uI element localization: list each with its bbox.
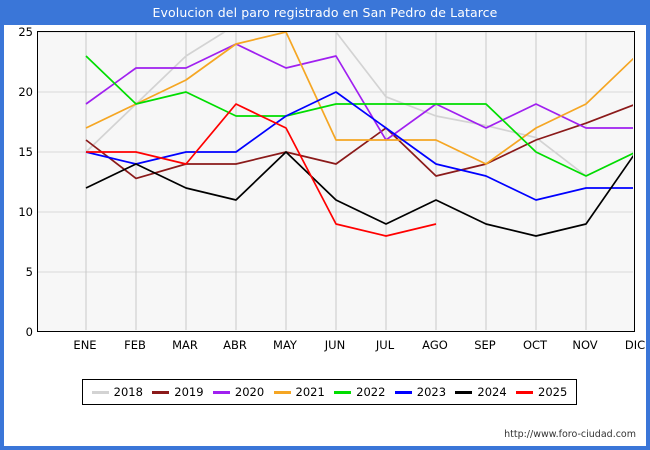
legend-swatch-icon <box>334 390 352 394</box>
legend-item-2021[interactable]: 2021 <box>273 385 325 399</box>
series-line-2024 <box>85 151 633 237</box>
x-axis-tick-label: ABR <box>223 338 247 352</box>
plot-area <box>37 31 635 332</box>
x-axis-tick-label: MAY <box>273 338 297 352</box>
legend-item-2024[interactable]: 2024 <box>455 385 507 399</box>
legend-swatch-icon <box>91 390 109 394</box>
series-line-2019 <box>85 104 633 180</box>
legend-swatch-icon <box>273 390 291 394</box>
window-title: Evolucion del paro registrado en San Ped… <box>152 5 498 20</box>
legend-label: 2025 <box>538 385 568 399</box>
legend-label: 2019 <box>174 385 204 399</box>
series-line-2023 <box>85 91 633 201</box>
series-line-2025 <box>86 103 437 237</box>
x-axis-tick-label: AGO <box>422 338 448 352</box>
x-axis-tick-label: FEB <box>124 338 146 352</box>
x-axis-tick-label: DIC <box>624 338 646 352</box>
legend-item-2025[interactable]: 2025 <box>516 385 567 399</box>
y-axis-tick-label: 0 <box>25 325 33 339</box>
y-axis-tick-label: 15 <box>18 145 33 159</box>
legend-swatch-icon <box>152 390 170 394</box>
x-axis-tick-label: OCT <box>522 338 548 352</box>
y-axis: 0 5 10 15 20 25 <box>4 0 33 363</box>
legend-swatch-icon <box>212 390 230 394</box>
x-axis-tick-label: NOV <box>572 338 598 352</box>
legend-item-2020[interactable]: 2020 <box>212 385 265 399</box>
legend-swatch-icon <box>516 390 534 394</box>
source-url: http://www.foro-ciudad.com <box>504 429 636 440</box>
legend-item-2018[interactable]: 2018 <box>91 385 143 399</box>
legend-label: 2018 <box>113 385 143 399</box>
x-axis-tick-label: JUN <box>324 338 346 352</box>
x-axis-tick-label: SEP <box>474 338 496 352</box>
y-axis-tick-label: 10 <box>18 205 33 219</box>
legend-item-2019[interactable]: 2019 <box>152 385 204 399</box>
y-axis-tick-label: 20 <box>18 85 33 99</box>
series-line-2020 <box>85 43 633 141</box>
series-line-2022 <box>85 55 633 177</box>
legend-item-2022[interactable]: 2022 <box>334 385 385 399</box>
x-axis-tick-label: JUL <box>375 338 395 352</box>
legend-swatch-icon <box>394 390 412 394</box>
legend-label: 2024 <box>477 385 507 399</box>
y-axis-tick-label: 5 <box>25 265 33 279</box>
legend-swatch-icon <box>455 390 473 394</box>
legend-label: 2023 <box>416 385 447 399</box>
line-chart <box>38 32 633 330</box>
legend-label: 2022 <box>356 385 386 399</box>
legend-label: 2020 <box>234 385 265 399</box>
x-axis: ENE FEB MAR ABR MAY JUN JUL AGO SEP OCT NOV DIC <box>4 338 650 358</box>
series-line-2021 <box>85 32 633 165</box>
chart-legend: 2018 2019 2020 2021 2022 2023 2024 2025 <box>82 379 577 405</box>
legend-label: 2021 <box>295 385 325 399</box>
y-axis-tick-label: 25 <box>18 25 33 39</box>
x-axis-tick-label: MAR <box>172 338 198 352</box>
x-axis-tick-label: ENE <box>73 338 97 352</box>
window-title-bar: Evolucion del paro registrado en San Ped… <box>0 0 650 25</box>
series-line-2018 <box>85 32 633 177</box>
legend-item-2023[interactable]: 2023 <box>394 385 447 399</box>
